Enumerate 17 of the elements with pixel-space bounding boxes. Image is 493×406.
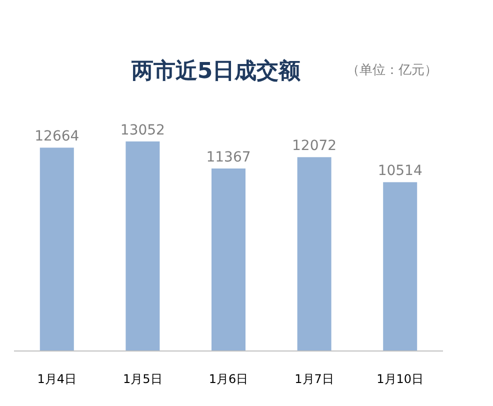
chart-subtitle: （单位：亿元） — [346, 63, 438, 78]
x-tick-label: 1月7日 — [294, 372, 334, 386]
bar — [126, 141, 160, 351]
x-tick-label: 1月4日 — [37, 372, 77, 386]
bar — [297, 157, 332, 351]
data-label: 12664 — [34, 128, 80, 145]
bar — [212, 168, 246, 351]
data-label: 12072 — [292, 138, 337, 154]
bar — [383, 182, 418, 351]
x-tick-label: 1月6日 — [208, 372, 248, 386]
bar — [40, 148, 74, 351]
chart-title: 两市近5日成交额 — [130, 58, 302, 84]
x-tick-label: 1月5日 — [123, 372, 162, 386]
data-label: 11367 — [206, 149, 251, 166]
data-label: 13052 — [120, 122, 165, 138]
data-label: 10514 — [378, 163, 422, 180]
x-tick-label: 1月10日 — [376, 372, 424, 386]
